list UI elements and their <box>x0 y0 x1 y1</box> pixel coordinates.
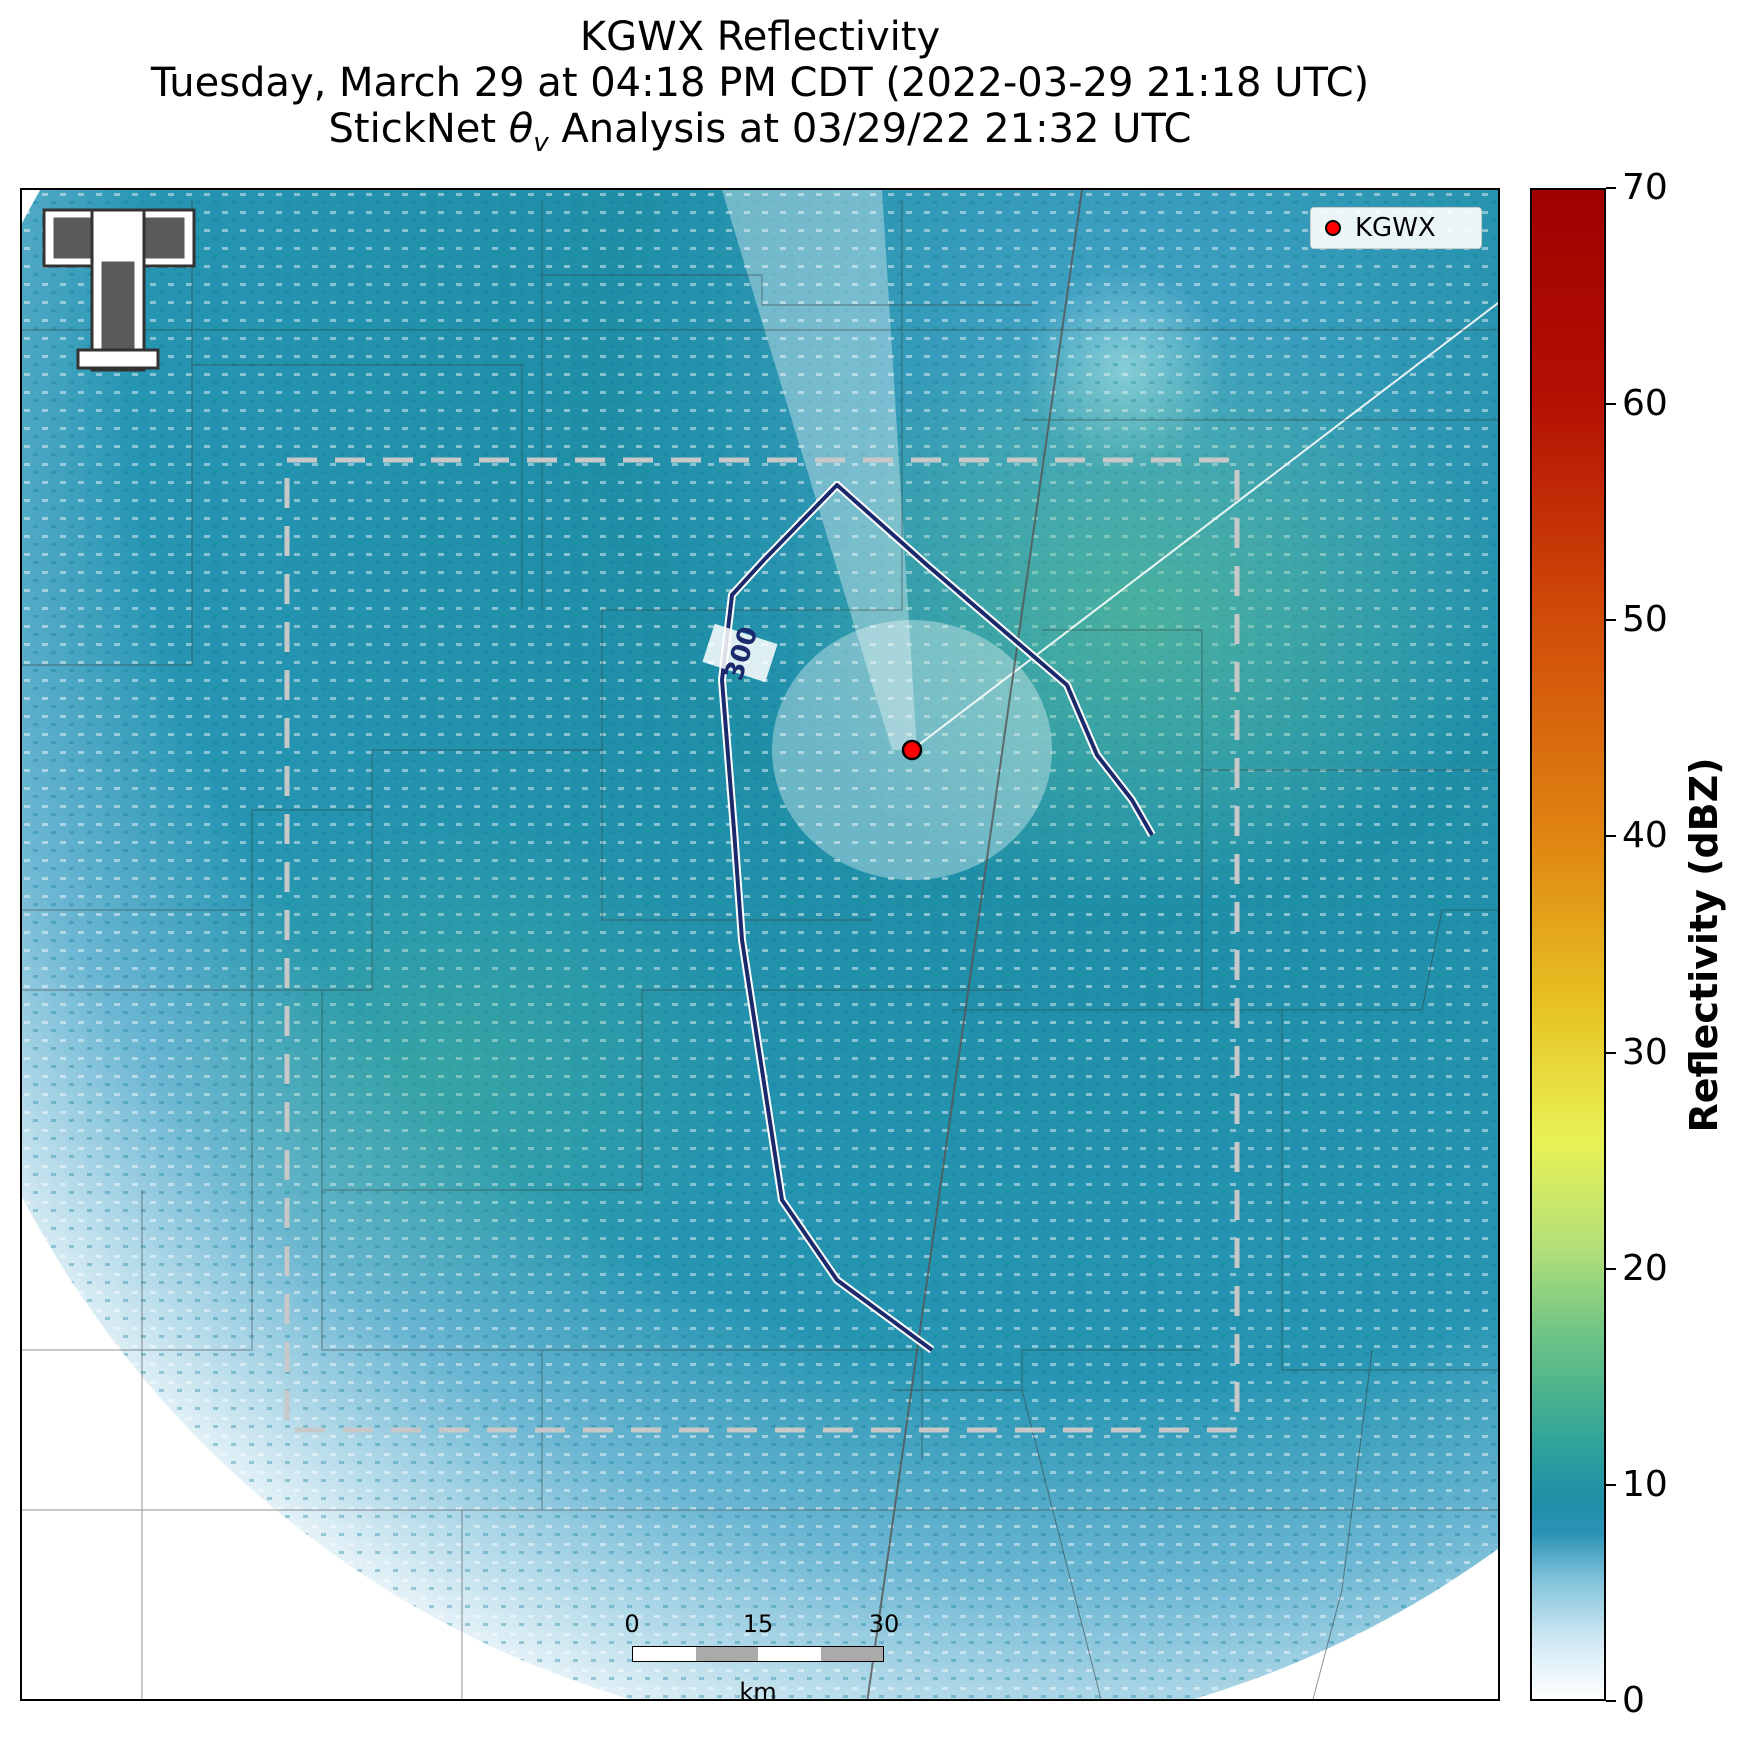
scale-segment <box>820 1647 883 1661</box>
echo-enhanced-southwest <box>152 810 752 1330</box>
colorbar <box>1530 188 1606 1701</box>
colorbar-tick <box>1606 403 1616 406</box>
colorbar-tick <box>1606 187 1616 189</box>
scale-label-15: 15 <box>742 1610 774 1638</box>
colorbar-tick <box>1606 1483 1616 1486</box>
title-time: Tuesday, March 29 at 04:18 PM CDT (2022-… <box>150 60 1370 106</box>
colorbar-tick-label: 10 <box>1622 1463 1668 1505</box>
theta-v-contour <box>720 483 1154 1352</box>
title-analysis: StickNet θv Analysis at 03/29/22 21:32 U… <box>0 106 1520 166</box>
colorbar-tick <box>1606 619 1616 622</box>
radar-map[interactable]: 30 0 <box>20 188 1500 1701</box>
theta-symbol: θ <box>508 106 534 152</box>
colorbar-tick-label: 50 <box>1622 599 1668 641</box>
colorbar-tick-label: 70 <box>1622 167 1668 208</box>
colorbar-tick <box>1606 1267 1616 1270</box>
radial-spike <box>911 301 1498 751</box>
colorbar-tick <box>1606 1700 1616 1702</box>
state-border <box>866 190 1083 1699</box>
title-analysis-suffix: Analysis at 03/29/22 21:32 UTC <box>548 106 1192 152</box>
radar-site-marker[interactable] <box>901 739 923 761</box>
scale-bar-segments <box>632 1646 884 1662</box>
scale-unit: km <box>739 1678 777 1706</box>
title-radar: KGWX Reflectivity <box>579 14 941 60</box>
county-borders <box>22 200 1498 1699</box>
map-legend: KGWX <box>1310 207 1482 249</box>
colorbar-tick-label: 0 <box>1622 1680 1645 1721</box>
scale-label-30: 30 <box>868 1610 900 1638</box>
radar-map-canvas: 30 0 <box>22 190 1498 1699</box>
legend-marker-icon <box>1325 220 1341 236</box>
scale-segment <box>758 1647 821 1661</box>
figure-title: KGWX Reflectivity Tuesday, March 29 at 0… <box>0 14 1520 166</box>
colorbar-tick <box>1606 1051 1616 1054</box>
colorbar-tick-label: 40 <box>1622 815 1668 857</box>
scale-segment <box>633 1647 696 1661</box>
scale-segment <box>695 1647 758 1661</box>
legend-label: KGWX <box>1355 213 1436 243</box>
colorbar-tick <box>1606 835 1616 838</box>
colorbar-tick-label: 60 <box>1622 383 1668 425</box>
university-logo <box>42 208 196 372</box>
colorbar-tick-label: 20 <box>1622 1247 1668 1289</box>
title-analysis-prefix: StickNet <box>328 106 509 152</box>
scale-label-0: 0 <box>624 1610 640 1638</box>
theta-subscript: v <box>533 128 549 158</box>
contour-label-box <box>702 623 778 683</box>
colorbar-tick-label: 30 <box>1622 1031 1668 1073</box>
colorbar-title: Reflectivity (dBZ) <box>1682 757 1726 1133</box>
